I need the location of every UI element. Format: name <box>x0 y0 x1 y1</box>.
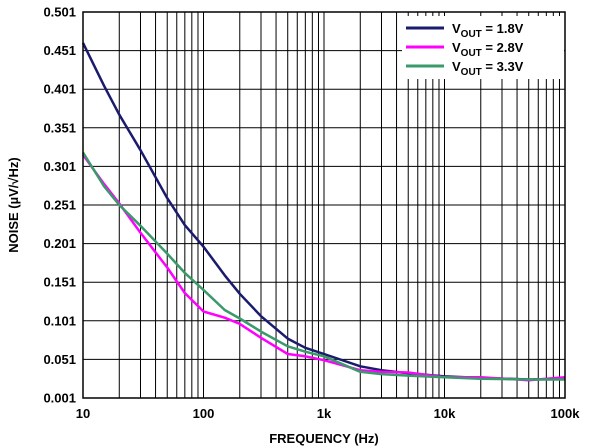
y-tick-label: 0.101 <box>43 313 76 328</box>
legend-label-base: V <box>452 59 461 74</box>
y-axis-title: NOISE (µV/√Hz) <box>6 157 21 253</box>
y-tick-label: 0.251 <box>43 198 76 213</box>
x-axis-title: FREQUENCY (Hz) <box>269 431 379 446</box>
legend-label-base: V <box>452 21 461 36</box>
legend-label-value: = 2.8V <box>482 40 524 55</box>
legend-label-value: = 1.8V <box>482 21 524 36</box>
plot-frame <box>82 11 566 399</box>
y-tick-label: 0.001 <box>43 391 76 406</box>
tick-labels: 0.001 0.051 0.101 0.151 0.201 0.251 0.301 0.351… <box>43 5 580 422</box>
legend-label-base: V <box>452 40 461 55</box>
y-tick-label: 0.151 <box>43 275 76 290</box>
x-tick-label: 10k <box>434 406 456 421</box>
y-tick-label: 0.301 <box>43 159 76 174</box>
x-tick-label: 100 <box>193 406 215 421</box>
legend-label-subscript: OUT <box>461 67 482 78</box>
y-tick-label: 0.351 <box>43 120 76 135</box>
legend-label-3: VOUT = 3.3V <box>452 59 524 78</box>
legend-label-subscript: OUT <box>461 29 482 40</box>
legend-label-2: VOUT = 2.8V <box>452 40 524 59</box>
y-tick-label: 0.401 <box>43 82 76 97</box>
x-tick-label: 100k <box>551 406 581 421</box>
legend-label-subscript: OUT <box>461 48 482 59</box>
x-tick-label: 10 <box>76 406 90 421</box>
legend-label-value: = 3.3V <box>482 59 524 74</box>
x-tick-label: 1k <box>317 406 332 421</box>
y-tick-label: 0.451 <box>43 43 76 58</box>
series-line-3 <box>81 151 565 381</box>
y-tick-label: 0.501 <box>43 5 76 20</box>
legend-label-1: VOUT = 1.8V <box>452 21 524 40</box>
y-tick-label: 0.201 <box>43 236 76 251</box>
plot-series <box>81 42 566 382</box>
y-tick-label: 0.051 <box>43 352 76 367</box>
